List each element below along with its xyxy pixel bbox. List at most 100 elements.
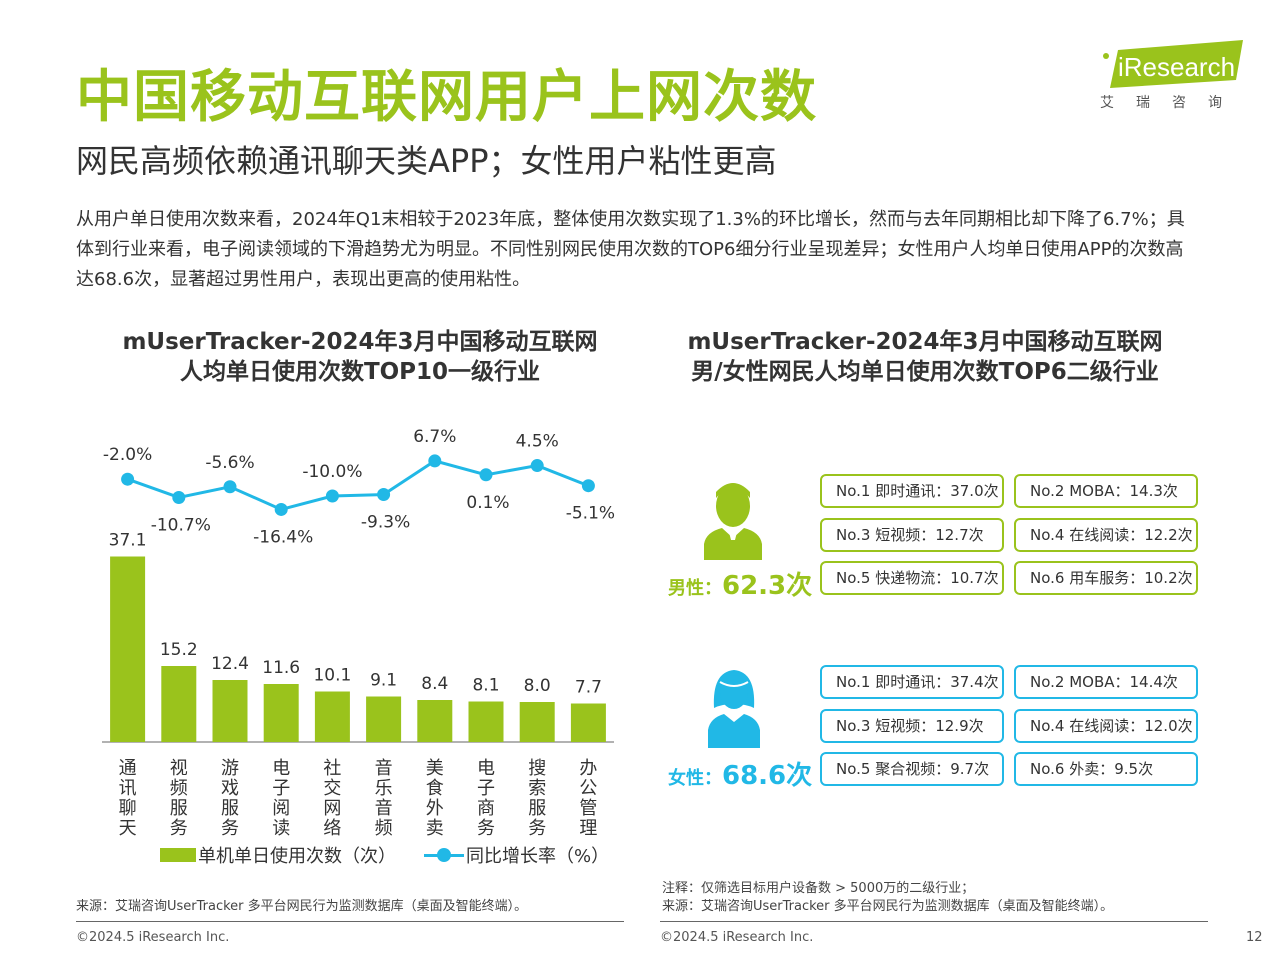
category-label-5-3: 频 xyxy=(375,818,393,839)
category-label-3-0: 电 xyxy=(272,758,290,779)
page-number: 12 xyxy=(1246,930,1263,945)
bar-value-label-2: 12.4 xyxy=(211,654,249,674)
growth-point-2 xyxy=(223,480,237,494)
male-rank-6: No.6 用车服务：10.2次 xyxy=(1014,561,1198,595)
category-label-9-0: 办 xyxy=(579,758,597,779)
male-label: 男性： xyxy=(668,578,722,599)
growth-value-label-5: -9.3% xyxy=(361,513,410,533)
bar-value-label-5: 9.1 xyxy=(370,671,397,691)
bar-8 xyxy=(519,702,555,742)
footer-rule-right xyxy=(660,921,1208,922)
growth-value-label-3: -16.4% xyxy=(253,527,313,547)
bar-7 xyxy=(468,701,504,742)
growth-point-9 xyxy=(581,479,595,493)
female-label: 女性： xyxy=(668,768,722,789)
female-user-icon xyxy=(708,670,760,748)
category-label-1-0: 视 xyxy=(170,758,188,779)
bar-3 xyxy=(263,684,299,742)
page-subtitle: 网民高频依赖通讯聊天类APP；女性用户粘性更高 xyxy=(76,142,777,180)
bar-value-label-3: 11.6 xyxy=(262,658,300,678)
legend-line-label: 同比增长率（%） xyxy=(466,846,610,867)
left-chart-title-line2: 人均单日使用次数TOP10一级行业 xyxy=(179,359,541,385)
category-label-5-1: 乐 xyxy=(375,778,393,799)
female-rank-6: No.6 外卖：9.5次 xyxy=(1014,752,1198,786)
bar-2 xyxy=(212,680,248,742)
category-label-0-1: 讯 xyxy=(119,778,137,799)
bar-5 xyxy=(366,696,402,742)
legend-bar-swatch xyxy=(160,848,196,862)
male-value: 62.3次 xyxy=(722,571,813,601)
growth-value-label-2: -5.6% xyxy=(205,453,254,473)
category-label-6-3: 卖 xyxy=(426,818,444,839)
legend-bar-label: 单机单日使用次数（次） xyxy=(198,846,396,867)
category-label-2-1: 戏 xyxy=(221,778,239,799)
logo-brand-text: iResearch xyxy=(1118,52,1235,82)
category-label-8-3: 务 xyxy=(528,818,546,839)
female-rank-2: No.2 MOBA：14.4次 xyxy=(1014,665,1198,699)
growth-point-8 xyxy=(530,459,544,473)
bar-value-label-0: 37.1 xyxy=(109,531,147,551)
legend-line-swatch xyxy=(424,847,464,863)
category-label-2-0: 游 xyxy=(221,758,239,779)
source-right: 来源：艾瑞咨询UserTracker 多平台网民行为监测数据库（桌面及智能终端）… xyxy=(662,899,1114,914)
category-label-4-1: 交 xyxy=(323,778,341,799)
growth-point-3 xyxy=(274,502,288,516)
bar-value-label-7: 8.1 xyxy=(472,676,499,696)
category-label-1-2: 服 xyxy=(170,798,188,819)
bar-value-label-4: 10.1 xyxy=(313,666,351,686)
logo-dot-icon xyxy=(1103,53,1109,59)
right-chart-title: mUserTracker-2024年3月中国移动互联网 男/女性网民人均单日使用… xyxy=(640,327,1210,387)
growth-point-5 xyxy=(377,488,391,502)
category-label-3-2: 阅 xyxy=(272,798,290,819)
right-chart-title-line1: mUserTracker-2024年3月中国移动互联网 xyxy=(687,329,1163,355)
category-label-7-2: 商 xyxy=(477,798,495,819)
category-label-7-1: 子 xyxy=(477,778,495,799)
category-label-5-0: 音 xyxy=(375,758,393,779)
summary-text: 从用户单日使用次数来看，2024年Q1末相较于2023年底，整体使用次数实现了1… xyxy=(76,209,1185,290)
category-label-9-3: 理 xyxy=(579,818,597,839)
bar-value-label-8: 8.0 xyxy=(524,676,551,696)
female-total: 女性：68.6次 xyxy=(668,755,812,792)
footer-rule-left xyxy=(76,921,624,922)
female-rank-5: No.5 聚合视频：9.7次 xyxy=(820,752,1004,786)
category-label-1-1: 频 xyxy=(170,778,188,799)
bar-value-label-1: 15.2 xyxy=(160,640,198,660)
male-total: 男性：62.3次 xyxy=(668,565,812,602)
category-label-9-1: 公 xyxy=(579,778,597,799)
copyright-right: ©2024.5 iResearch Inc. xyxy=(660,930,814,945)
page-title: 中国移动互联网用户上网次数 xyxy=(76,65,817,130)
category-label-4-3: 络 xyxy=(323,818,341,839)
category-label-1-3: 务 xyxy=(170,818,188,839)
growth-point-7 xyxy=(479,468,493,482)
category-label-7-3: 务 xyxy=(477,818,495,839)
growth-value-label-9: -5.1% xyxy=(566,504,615,524)
category-label-0-2: 聊 xyxy=(119,798,137,819)
category-label-2-2: 服 xyxy=(221,798,239,819)
source-left: 来源：艾瑞咨询UserTracker 多平台网民行为监测数据库（桌面及智能终端）… xyxy=(76,899,528,914)
category-label-3-3: 读 xyxy=(272,818,290,839)
category-label-6-1: 食 xyxy=(426,778,444,799)
category-label-8-2: 服 xyxy=(528,798,546,819)
left-chart-title: mUserTracker-2024年3月中国移动互联网 人均单日使用次数TOP1… xyxy=(100,327,620,387)
category-label-0-0: 通 xyxy=(119,758,137,779)
male-rank-1: No.1 即时通讯：37.0次 xyxy=(820,474,1004,508)
female-rank-3: No.3 短视频：12.9次 xyxy=(820,709,1004,743)
male-rank-4: No.4 在线阅读：12.2次 xyxy=(1014,518,1198,552)
bar-4 xyxy=(314,691,350,742)
female-rank-1: No.1 即时通讯：37.4次 xyxy=(820,665,1004,699)
male-rank-2: No.2 MOBA：14.3次 xyxy=(1014,474,1198,508)
male-rank-5: No.5 快递物流：10.7次 xyxy=(820,561,1004,595)
bar-0 xyxy=(110,556,146,742)
growth-point-0 xyxy=(121,472,135,486)
combo-chart: 37.1通讯聊天15.2视频服务12.4游戏服务11.6电子阅读10.1社交网络… xyxy=(102,427,615,839)
category-label-5-2: 音 xyxy=(375,798,393,819)
category-label-2-3: 务 xyxy=(221,818,239,839)
bar-value-label-6: 8.4 xyxy=(421,674,448,694)
growth-line xyxy=(127,459,589,512)
bar-value-label-9: 7.7 xyxy=(575,678,602,698)
legend-line: 同比增长率（%） xyxy=(424,842,609,868)
left-chart-title-line1: mUserTracker-2024年3月中国移动互联网 xyxy=(122,329,598,355)
category-label-6-2: 外 xyxy=(426,798,444,819)
right-chart-title-line2: 男/女性网民人均单日使用次数TOP6二级行业 xyxy=(691,359,1159,385)
category-label-3-1: 子 xyxy=(272,778,290,799)
